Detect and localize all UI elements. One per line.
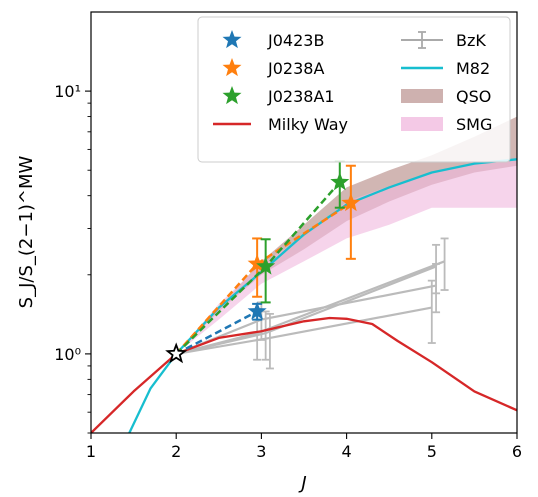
- legend-label: SMG: [456, 115, 492, 134]
- y-tick-label: 10⁰: [54, 345, 81, 364]
- band-smg: [176, 159, 517, 354]
- reference-star: [165, 342, 188, 364]
- plot-content: [91, 116, 517, 433]
- point-j0423b: [247, 301, 267, 320]
- point-j0238a: [247, 253, 267, 272]
- line-milky-way: [91, 316, 517, 433]
- axis-ticks: 1 2 3 4 5 6 10⁰ 10¹: [54, 82, 522, 461]
- x-tick-label: 5: [427, 442, 437, 461]
- legend-label: BzK: [456, 31, 486, 50]
- legend-label: QSO: [456, 87, 491, 106]
- legend-label: J0238A: [267, 59, 324, 78]
- x-tick-label: 6: [512, 442, 522, 461]
- y-axis-label: S_J/S_(2−1)^MW: [16, 155, 37, 308]
- point-j0238a1: [330, 172, 350, 191]
- legend-label: J0423B: [267, 31, 324, 50]
- x-axis-label: J: [298, 473, 306, 494]
- legend-label: M82: [456, 59, 490, 78]
- x-tick-label: 4: [342, 442, 352, 461]
- legend-star-icon: [222, 58, 242, 77]
- point-j0238a: [341, 193, 361, 212]
- point-j0238a1: [256, 256, 276, 275]
- legend-star-icon: [222, 30, 242, 49]
- legend-patch-icon: [401, 117, 443, 131]
- plot-frame: [90, 11, 518, 434]
- x-tick-label: 1: [86, 442, 96, 461]
- legend-star-icon: [222, 86, 242, 105]
- legend: J0423B J0238A J0238A1 Milky Way BzK M82 QSO SMG: [197, 16, 511, 163]
- x-tick-label: 3: [256, 442, 266, 461]
- legend-patch-icon: [401, 89, 443, 103]
- dashed-j0423b: [175, 310, 258, 356]
- y-tick-label: 10¹: [54, 82, 81, 101]
- x-tick-label: 2: [171, 442, 181, 461]
- legend-label: J0238A1: [267, 87, 335, 106]
- plot-area: [91, 116, 517, 433]
- legend-label: Milky Way: [268, 115, 348, 134]
